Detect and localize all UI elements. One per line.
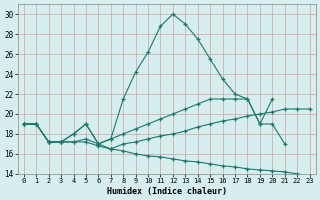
X-axis label: Humidex (Indice chaleur): Humidex (Indice chaleur)	[107, 187, 227, 196]
